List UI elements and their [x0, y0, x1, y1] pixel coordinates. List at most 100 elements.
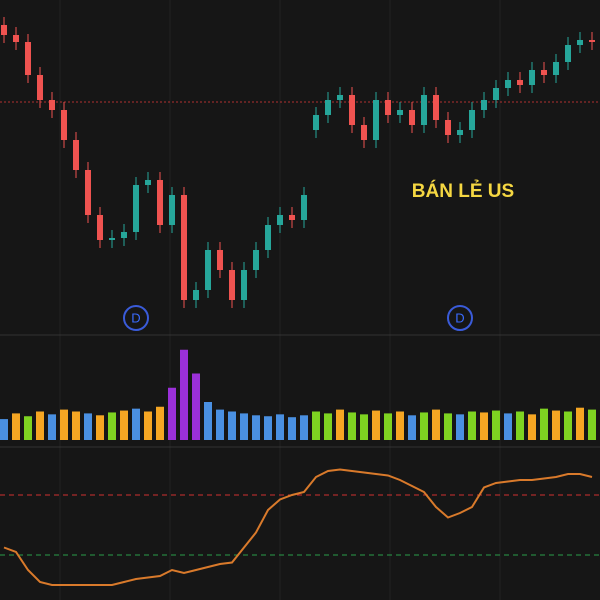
volume-bar	[432, 409, 440, 440]
candle-body	[493, 88, 499, 100]
volume-bar	[516, 411, 524, 440]
volume-bar	[0, 419, 8, 440]
volume-bar	[528, 414, 536, 440]
candle-body	[25, 42, 31, 75]
candle-body	[109, 238, 115, 240]
event-marker	[123, 305, 149, 331]
candle-body	[529, 70, 535, 85]
candle-body	[85, 170, 91, 215]
event-label: D	[131, 310, 140, 325]
candle-body	[229, 270, 235, 300]
volume-bar	[276, 414, 284, 440]
candle-body	[541, 70, 547, 75]
candle-body	[373, 100, 379, 140]
candle-body	[325, 100, 331, 115]
candle-body	[517, 80, 523, 85]
candle-body	[577, 40, 583, 45]
candle-body	[409, 110, 415, 125]
candle-body	[361, 125, 367, 140]
volume-bar	[492, 410, 500, 440]
candle-body	[445, 120, 451, 135]
volume-bar	[180, 349, 188, 440]
volume-bar	[576, 407, 584, 440]
volume-bar	[468, 411, 476, 440]
candle-body	[337, 95, 343, 100]
candle-body	[589, 40, 595, 42]
volume-bar	[72, 411, 80, 440]
volume-bar	[564, 411, 572, 440]
candle-body	[193, 290, 199, 300]
volume-bar	[336, 409, 344, 440]
candle-body	[349, 95, 355, 125]
volume-bar	[372, 410, 380, 440]
volume-bar	[36, 411, 44, 440]
volume-bar	[192, 373, 200, 440]
candle-body	[313, 115, 319, 130]
candle-body	[205, 250, 211, 290]
candle-body	[505, 80, 511, 88]
candle-body	[385, 100, 391, 115]
volume-bar	[120, 410, 128, 440]
candle-body	[253, 250, 259, 270]
volume-bar	[240, 413, 248, 440]
candle-body	[277, 215, 283, 225]
candle-body	[421, 95, 427, 125]
volume-bar	[204, 402, 212, 440]
volume-bar	[504, 413, 512, 440]
volume-bar	[300, 415, 308, 440]
volume-bar	[132, 408, 140, 440]
candle-body	[181, 195, 187, 300]
volume-bar	[156, 406, 164, 440]
volume-bar	[312, 411, 320, 440]
candle-body	[121, 232, 127, 238]
volume-bar	[168, 387, 176, 440]
event-label: D	[455, 310, 464, 325]
volume-bar	[420, 412, 428, 440]
volume-bar	[444, 413, 452, 440]
volume-bar	[396, 411, 404, 440]
volume-bar	[216, 409, 224, 440]
candle-body	[217, 250, 223, 270]
candle-body	[265, 225, 271, 250]
candle-body	[13, 35, 19, 42]
candle-body	[1, 25, 7, 35]
candle-body	[37, 75, 43, 100]
candle-body	[469, 110, 475, 130]
candle-body	[553, 62, 559, 75]
annotation: BÁN LẺ US	[412, 180, 514, 202]
volume-bar	[480, 412, 488, 440]
volume-bar	[348, 412, 356, 440]
candle-body	[157, 180, 163, 225]
candle-body	[289, 215, 295, 220]
volume-bar	[12, 413, 20, 440]
candle-body	[457, 130, 463, 135]
volume-bar	[252, 415, 260, 440]
volume-bar	[24, 416, 32, 440]
volume-bar	[144, 411, 152, 440]
volume-bar	[48, 414, 56, 440]
candle-body	[481, 100, 487, 110]
volume-bar	[384, 413, 392, 440]
volume-bar	[96, 415, 104, 440]
candle-body	[433, 95, 439, 120]
volume-bar	[540, 408, 548, 440]
volume-bar	[588, 409, 596, 440]
candle-body	[397, 110, 403, 115]
candle-body	[73, 140, 79, 170]
volume-bar	[288, 417, 296, 440]
candle-body	[241, 270, 247, 300]
volume-bar	[324, 413, 332, 440]
volume-bar	[60, 409, 68, 440]
volume-bar	[360, 414, 368, 440]
volume-bar	[108, 412, 116, 440]
volume-bar	[228, 411, 236, 440]
candle-body	[61, 110, 67, 140]
candle-body	[49, 100, 55, 110]
candle-body	[133, 185, 139, 232]
volume-bar	[408, 415, 416, 440]
candle-body	[169, 195, 175, 225]
oscillator-line	[3, 468, 593, 586]
candle-body	[565, 45, 571, 62]
